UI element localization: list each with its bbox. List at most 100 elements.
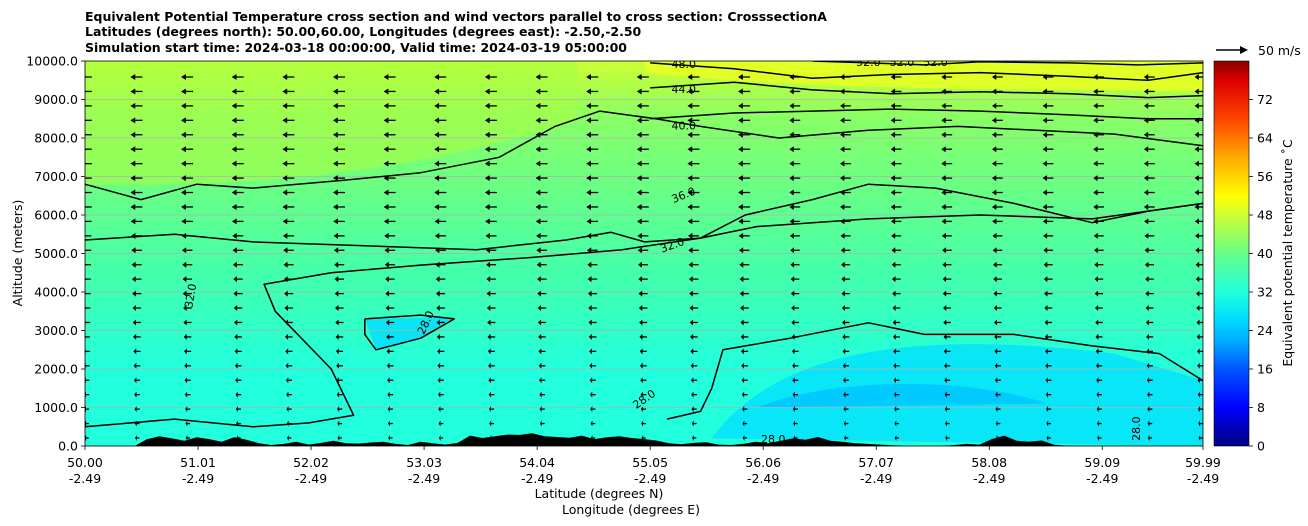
wind-vector-head xyxy=(738,175,743,182)
wind-vector-head xyxy=(183,319,187,326)
wind-vector-head xyxy=(791,333,795,340)
wind-vector-head xyxy=(690,333,694,340)
colorbar-tick-label: 40 xyxy=(1257,246,1273,261)
wind-vector xyxy=(589,391,596,398)
wind-vector-head xyxy=(688,276,693,283)
wind-vector xyxy=(183,305,192,312)
wind-vector xyxy=(387,406,393,413)
warm-northwest xyxy=(85,61,578,185)
wind-vector-head xyxy=(282,131,288,138)
wind-vector-head xyxy=(738,146,743,153)
wind-vector xyxy=(792,406,798,413)
wind-vector xyxy=(890,175,902,182)
wind-vector xyxy=(233,276,243,283)
wind-vector-head xyxy=(231,189,237,196)
wind-vector xyxy=(488,391,495,398)
wind-vector-head xyxy=(235,377,238,384)
wind-vector xyxy=(434,146,447,153)
wind-vector-head xyxy=(636,189,642,196)
wind-vector-head xyxy=(484,102,490,109)
wind-vector xyxy=(992,218,1003,225)
wind-vector-head xyxy=(792,406,795,413)
wind-vector-head xyxy=(640,406,643,413)
wind-vector xyxy=(890,102,902,109)
wind-vector-head xyxy=(1093,146,1098,153)
wind-vector-head xyxy=(738,218,743,225)
wind-vector xyxy=(434,218,447,225)
wind-vector-head xyxy=(1197,406,1200,413)
wind-vector xyxy=(688,247,699,254)
wind-vector xyxy=(640,377,647,384)
wind-vector-head xyxy=(285,377,289,384)
wind-vector xyxy=(434,74,447,80)
wind-vector-head xyxy=(588,319,592,326)
wind-vector-head xyxy=(536,247,541,254)
wind-vector xyxy=(687,117,700,124)
wind-vector-head xyxy=(789,203,794,210)
wind-vector-head xyxy=(738,203,743,210)
wind-vector-head xyxy=(337,435,340,441)
wind-vector-head xyxy=(991,117,997,124)
wind-vector-head xyxy=(434,175,440,182)
wind-vector-head xyxy=(283,247,288,254)
wind-vector xyxy=(942,247,952,254)
wind-vector-head xyxy=(789,88,794,95)
wind-vector xyxy=(181,203,194,210)
wind-vector-head xyxy=(1144,218,1149,225)
wind-vector-head xyxy=(130,175,136,182)
wind-vector xyxy=(1094,276,1104,283)
wind-vector xyxy=(286,391,292,398)
wind-vector xyxy=(894,420,900,427)
wind-vector xyxy=(484,88,497,95)
wind-vector-head xyxy=(282,218,288,225)
wind-vector xyxy=(1043,232,1054,239)
wind-vector xyxy=(589,362,597,369)
wind-vector xyxy=(840,232,851,239)
contour-label: 52.0 xyxy=(856,56,881,69)
wind-vector-head xyxy=(130,74,136,80)
wind-vector xyxy=(840,146,851,153)
wind-vector-head xyxy=(790,276,795,283)
wind-vector-head xyxy=(691,391,694,398)
wind-vector-head xyxy=(337,406,340,413)
wind-vector xyxy=(739,290,749,297)
wind-vector-head xyxy=(1147,391,1150,398)
wind-vector xyxy=(944,391,950,398)
wind-vector xyxy=(992,203,1003,210)
wind-vector-head xyxy=(740,333,744,340)
wind-vector-head xyxy=(991,175,997,182)
wind-vector xyxy=(284,319,293,326)
wind-vector xyxy=(789,146,801,153)
wind-vector-head xyxy=(181,102,186,109)
wind-vector xyxy=(184,391,191,398)
wind-vector xyxy=(539,391,546,398)
wind-vector xyxy=(792,377,799,384)
wind-vector xyxy=(134,406,140,413)
wind-vector-head xyxy=(688,261,693,268)
wind-vector-head xyxy=(535,117,541,124)
wind-vector-head xyxy=(636,131,642,138)
wind-vector xyxy=(995,391,1001,398)
wind-vector xyxy=(181,131,194,138)
wind-vector xyxy=(994,333,1002,340)
wind-vector-head xyxy=(386,333,390,340)
wind-vector xyxy=(384,247,396,254)
contour-label: 44.0 xyxy=(671,83,696,96)
x-tick-label-lon: -2.49 xyxy=(408,471,440,486)
wind-vector-head xyxy=(842,333,846,340)
wind-vector-head xyxy=(1147,420,1150,427)
wind-vector-head xyxy=(182,290,187,297)
wind-vector xyxy=(1147,406,1153,413)
wind-vector-head xyxy=(943,333,947,340)
wind-vector-head xyxy=(486,261,491,268)
wind-vector-head xyxy=(893,377,897,384)
wind-vector xyxy=(739,261,750,268)
wind-vector xyxy=(792,362,799,369)
wind-vector-head xyxy=(687,175,693,182)
wind-vector xyxy=(234,348,242,355)
wind-vector xyxy=(890,74,902,80)
wind-vector-head xyxy=(130,203,136,210)
wind-vector-head xyxy=(1094,290,1099,297)
wind-vector xyxy=(135,435,140,441)
wind-vector-head xyxy=(486,276,491,283)
